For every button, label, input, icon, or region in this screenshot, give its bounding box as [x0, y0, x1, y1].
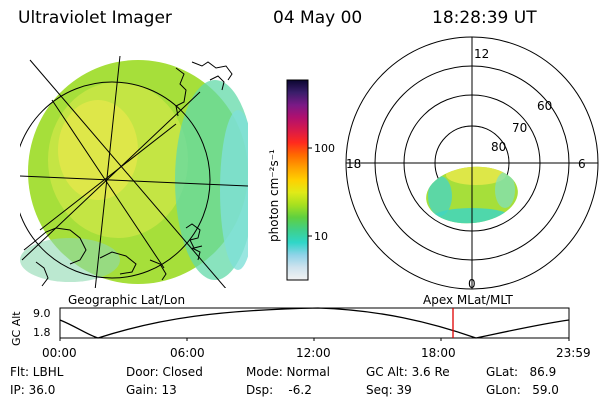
mlt-label-dusk: 18 [346, 157, 361, 171]
polar-axes [346, 37, 598, 289]
meridian-line [21, 91, 201, 261]
uv-image-disk [20, 60, 248, 284]
polar-panel: 12 18 6 0 60 70 80 [345, 36, 599, 291]
filter-info: Flt: LBHL [10, 365, 64, 379]
meridian-line [39, 123, 177, 231]
colorbar: 100 10 photon cm⁻²s⁻¹ [267, 79, 335, 281]
colorbar-tick-label: 100 [314, 142, 335, 155]
coastline [191, 61, 233, 81]
dsp-info: Dsp: -6.2 [246, 383, 312, 397]
colorbar-tick-label: 10 [314, 230, 328, 243]
geo-grid [20, 55, 248, 288]
coastlines [23, 61, 233, 287]
gain-info: Gain: 13 [126, 383, 177, 397]
alt-ytick-bottom: 1.8 [33, 326, 51, 339]
ip-info: IP: 36.0 [10, 383, 56, 397]
mlt-label-midnight: 0 [468, 277, 476, 291]
coastline [35, 261, 49, 287]
coastline [185, 223, 203, 249]
instrument-title: Ultraviolet Imager [18, 8, 172, 28]
meridian-line [20, 175, 248, 187]
lat-label: 80 [491, 140, 506, 154]
geographic-panel [20, 55, 248, 288]
alt-xtick: 00:00 [42, 346, 77, 360]
time-label: 18:28:39 UT [432, 8, 537, 28]
alt-xtick: 12:00 [296, 346, 331, 360]
meridian-line [29, 59, 227, 288]
apex-panel-label: Apex MLat/MLT [423, 293, 513, 307]
glat-info: GLat: 86.9 [486, 365, 557, 379]
geographic-panel-label: Geographic Lat/Lon [68, 293, 185, 307]
mode-info: Mode: Normal [246, 365, 330, 379]
coastline [99, 251, 137, 275]
coastline [149, 259, 167, 281]
glon-info: GLon: 59.0 [486, 383, 559, 397]
mlt-label-noon: 12 [474, 47, 489, 61]
coastline [209, 75, 225, 91]
latitude-circle [20, 81, 211, 279]
lat-label: 60 [537, 99, 552, 113]
coastline [23, 227, 87, 265]
colorbar-unit-label: photon cm⁻²s⁻¹ [267, 149, 281, 242]
date-label: 04 May 00 [273, 8, 363, 28]
coastline [175, 67, 187, 117]
alt-xtick: 23:59 [556, 346, 591, 360]
door-info: Door: Closed [126, 365, 203, 379]
alt-ytick-top: 9.0 [33, 307, 51, 320]
lat-label: 70 [512, 121, 527, 135]
gc-alt-info: GC Alt: 3.6 Re [366, 365, 450, 379]
altitude-plot: GC Alt 9.0 1.8 [10, 307, 570, 346]
mlt-label-dawn: 6 [578, 157, 586, 171]
meridian-line [51, 99, 165, 269]
alt-xtick: 18:00 [421, 346, 456, 360]
altitude-curve [59, 307, 570, 339]
coastline [191, 247, 201, 261]
alt-xtick: 06:00 [170, 346, 205, 360]
alt-ylabel: GC Alt [10, 311, 23, 346]
seq-info: Seq: 39 [366, 383, 412, 397]
